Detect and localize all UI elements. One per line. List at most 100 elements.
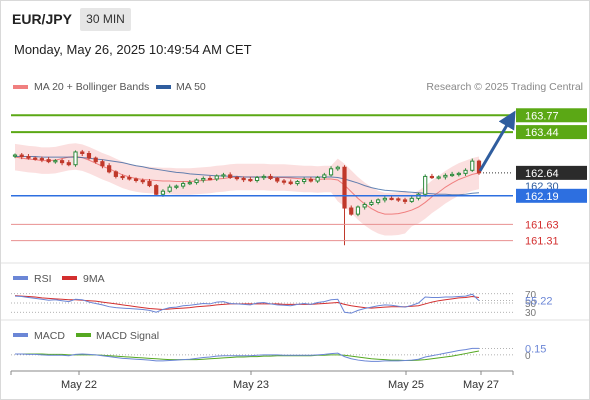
candle-body: [288, 181, 293, 185]
ma50-legend-label: MA 50: [176, 81, 206, 93]
candle-body: [409, 197, 414, 202]
time-tick-label: May 27: [463, 379, 499, 391]
candle-body: [19, 154, 24, 158]
time-tick-label: May 22: [61, 379, 97, 391]
candle-body: [167, 186, 172, 192]
candle-body: [322, 174, 327, 178]
candle-body: [46, 159, 51, 163]
timeframe-badge[interactable]: 30 MIN: [80, 8, 131, 31]
candle-body: [281, 180, 287, 183]
candle-body: [396, 198, 401, 201]
macd-legend-swatch: [13, 333, 28, 337]
candle-body: [160, 190, 166, 195]
macd-signal-legend-label: MACD Signal: [96, 330, 159, 342]
candle-body: [214, 175, 219, 180]
time-axis: May 22 May 23 May 25 May 27: [10, 371, 514, 391]
candle-body: [174, 185, 179, 188]
rsi-legend-swatch: [13, 276, 28, 280]
candle-body: [228, 174, 233, 178]
candle-body: [436, 176, 441, 179]
candle-body: [59, 160, 65, 164]
rsi-legend-label: RSI: [34, 273, 52, 285]
candle-body: [120, 175, 125, 179]
ma50-legend-swatch: [156, 85, 171, 89]
candle-body: [362, 203, 367, 208]
candle-body: [254, 176, 260, 182]
macd-line: [15, 347, 479, 362]
ma50-line: [15, 156, 480, 196]
macd-value-label: 0.15: [525, 343, 546, 355]
target-arrow: [478, 110, 516, 172]
candle-body: [443, 174, 448, 178]
candle-body: [402, 199, 408, 202]
candle-body: [53, 160, 58, 163]
bollinger-band: [15, 143, 479, 236]
pivot-label-bg: [516, 188, 587, 203]
candle-body: [234, 176, 240, 180]
candle-body: [335, 166, 340, 170]
candle-body: [268, 175, 273, 179]
last-price-label-bg: [516, 165, 587, 180]
candle-body: [295, 181, 300, 185]
candle-body: [33, 157, 38, 160]
candle-body: [429, 175, 435, 179]
support-label-1: 161.63: [525, 219, 559, 231]
macd-legend-label: MACD: [34, 330, 65, 342]
time-tick-label: May 23: [233, 379, 269, 391]
candle-body: [12, 154, 18, 157]
rsi-tick-label: 30: [525, 308, 537, 319]
macd-zero-label: 0: [525, 351, 531, 362]
time-tick-label: May 25: [388, 379, 424, 391]
candle-body: [456, 172, 461, 176]
candle-body: [100, 161, 105, 167]
candle-body: [369, 201, 374, 205]
candle-body: [261, 175, 266, 179]
candle-body: [147, 181, 152, 187]
candle-body: [342, 166, 347, 209]
rsi-tick-label: 50: [525, 299, 537, 310]
resistance-label-1-bg: [516, 125, 587, 140]
candle-body: [187, 182, 192, 185]
candle-body: [26, 156, 31, 159]
candle-body: [248, 178, 253, 182]
candle-body: [80, 151, 85, 154]
rsi-ma-legend-label: 9MA: [83, 273, 105, 285]
bb-legend-swatch: [13, 85, 28, 89]
candle-body: [154, 185, 159, 195]
candle-body: [127, 176, 132, 180]
rsi-line: [14, 293, 480, 314]
candle-body: [194, 179, 199, 184]
candle-body: [376, 199, 381, 203]
rsi-tick-label: 70: [525, 290, 537, 301]
support-label-2: 161.31: [525, 236, 559, 248]
candle-body: [476, 160, 482, 174]
candle-body: [275, 177, 280, 182]
candle-body: [328, 168, 334, 176]
research-credit: Research © 2025 Trading Central: [426, 81, 583, 93]
chart-header: EUR/JPY 30 MIN: [1, 1, 589, 39]
candle-body: [315, 176, 320, 182]
candle-body: [423, 175, 428, 195]
price-panel: 162.30163.77163.44162.64162.19161.63161.…: [11, 108, 587, 248]
candle-body: [86, 152, 92, 159]
rsi-ma-line: [14, 295, 480, 310]
rsi-value-label: 55.22: [525, 296, 553, 308]
candle-body: [201, 177, 206, 181]
bb-legend-label: MA 20 + Bollinger Bands: [34, 81, 150, 93]
candle-body: [39, 158, 44, 161]
candle-body: [389, 197, 394, 201]
candle-body: [113, 171, 118, 177]
resistance-label-2-bg: [516, 108, 587, 123]
candle-body: [140, 180, 145, 183]
macd-panel: 00.15: [11, 343, 546, 362]
candle-body: [73, 151, 78, 166]
last-price-label: 162.64: [525, 168, 559, 180]
candle-body: [450, 173, 455, 177]
candle-body: [302, 178, 307, 183]
candle-body: [382, 197, 387, 201]
datetime-label: Monday, May 26, 2025 10:49:54 AM CET: [14, 42, 252, 57]
candle-body: [93, 157, 98, 163]
symbol-title: EUR/JPY: [12, 11, 72, 27]
